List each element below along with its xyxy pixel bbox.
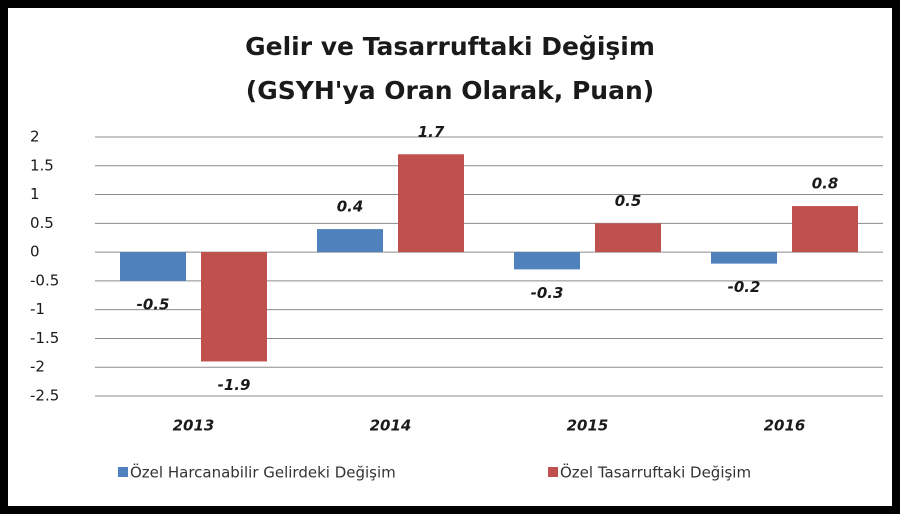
data-label: 0.5 <box>615 192 642 210</box>
legend-label: Özel Tasarruftaki Değişim <box>560 463 751 482</box>
data-label: 1.7 <box>418 123 445 141</box>
x-tick-label: 2013 <box>173 417 215 435</box>
bar <box>514 252 580 270</box>
legend-swatch <box>548 467 558 477</box>
y-tick-label: 1 <box>30 185 40 203</box>
y-tick-label: 2 <box>30 128 40 146</box>
x-tick-label: 2014 <box>370 417 412 435</box>
legend-label: Özel Harcanabilir Gelirdeki Değişim <box>130 463 396 482</box>
chart-subtitle: (GSYH'ya Oran Olarak, Puan) <box>246 76 654 105</box>
bar <box>120 252 186 281</box>
y-tick-label: -1 <box>30 300 45 318</box>
y-tick-label: -0.5 <box>30 271 59 289</box>
chart-title: Gelir ve Tasarruftaki Değişim <box>245 32 655 61</box>
legend-swatch <box>118 467 128 477</box>
y-tick-label: 0 <box>30 243 40 261</box>
y-tick-label: 1.5 <box>30 156 54 174</box>
y-tick-label: -1.5 <box>30 329 59 347</box>
y-tick-label: -2 <box>30 358 45 376</box>
data-label: 0.4 <box>337 198 364 216</box>
data-label: -0.5 <box>137 295 170 313</box>
bar <box>201 252 267 362</box>
bar <box>792 206 858 253</box>
bar <box>398 154 464 253</box>
data-label: -1.9 <box>218 376 251 394</box>
y-tick-label: -2.5 <box>30 387 59 405</box>
y-tick-label: 0.5 <box>30 214 54 232</box>
x-tick-label: 2015 <box>567 417 609 435</box>
bar <box>711 252 777 264</box>
x-tick-label: 2016 <box>764 417 806 435</box>
data-label: -0.2 <box>728 278 761 296</box>
bar <box>595 223 661 253</box>
bar <box>317 229 383 253</box>
data-label: 0.8 <box>812 175 839 193</box>
data-label: -0.3 <box>531 284 564 302</box>
